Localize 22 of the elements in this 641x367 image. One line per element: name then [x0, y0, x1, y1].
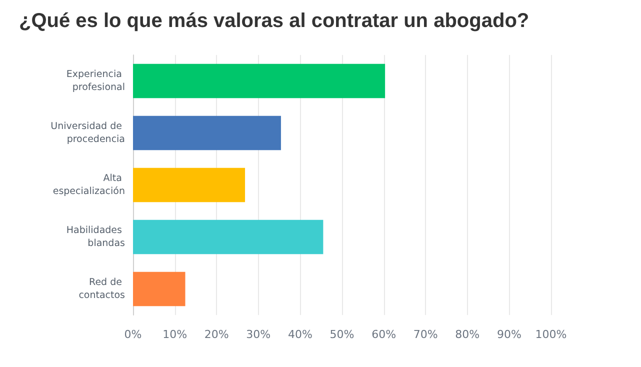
y-tick-label: Alta especialización [52, 173, 125, 197]
y-tick-label: Red de contactos [78, 277, 126, 301]
x-tick-label: 80% [455, 328, 480, 341]
x-tick-label: 20% [204, 328, 229, 341]
y-tick-label: Universidad de procedencia [50, 121, 125, 145]
x-tick-label: 60% [372, 328, 396, 341]
y-tick-label: Habilidades blandas [66, 225, 126, 249]
x-tick-label: 50% [330, 328, 354, 341]
bar [133, 64, 386, 98]
chart-title: ¿Qué es lo que más valoras al contratar un abogado? [19, 10, 530, 32]
x-tick-label: 40% [288, 328, 312, 341]
y-tick-label: Experiencia profesional [66, 69, 125, 93]
x-tick-label: 70% [413, 328, 438, 341]
x-tick-label: 10% [162, 328, 188, 341]
x-tick-label: 100% [535, 328, 567, 341]
x-tick-label: 30% [246, 328, 271, 341]
bar [133, 220, 324, 254]
bar [133, 116, 281, 150]
bar [133, 272, 186, 306]
bar [133, 168, 246, 202]
x-tick-label: 90% [496, 328, 522, 341]
x-tick-label: 0% [124, 328, 142, 341]
